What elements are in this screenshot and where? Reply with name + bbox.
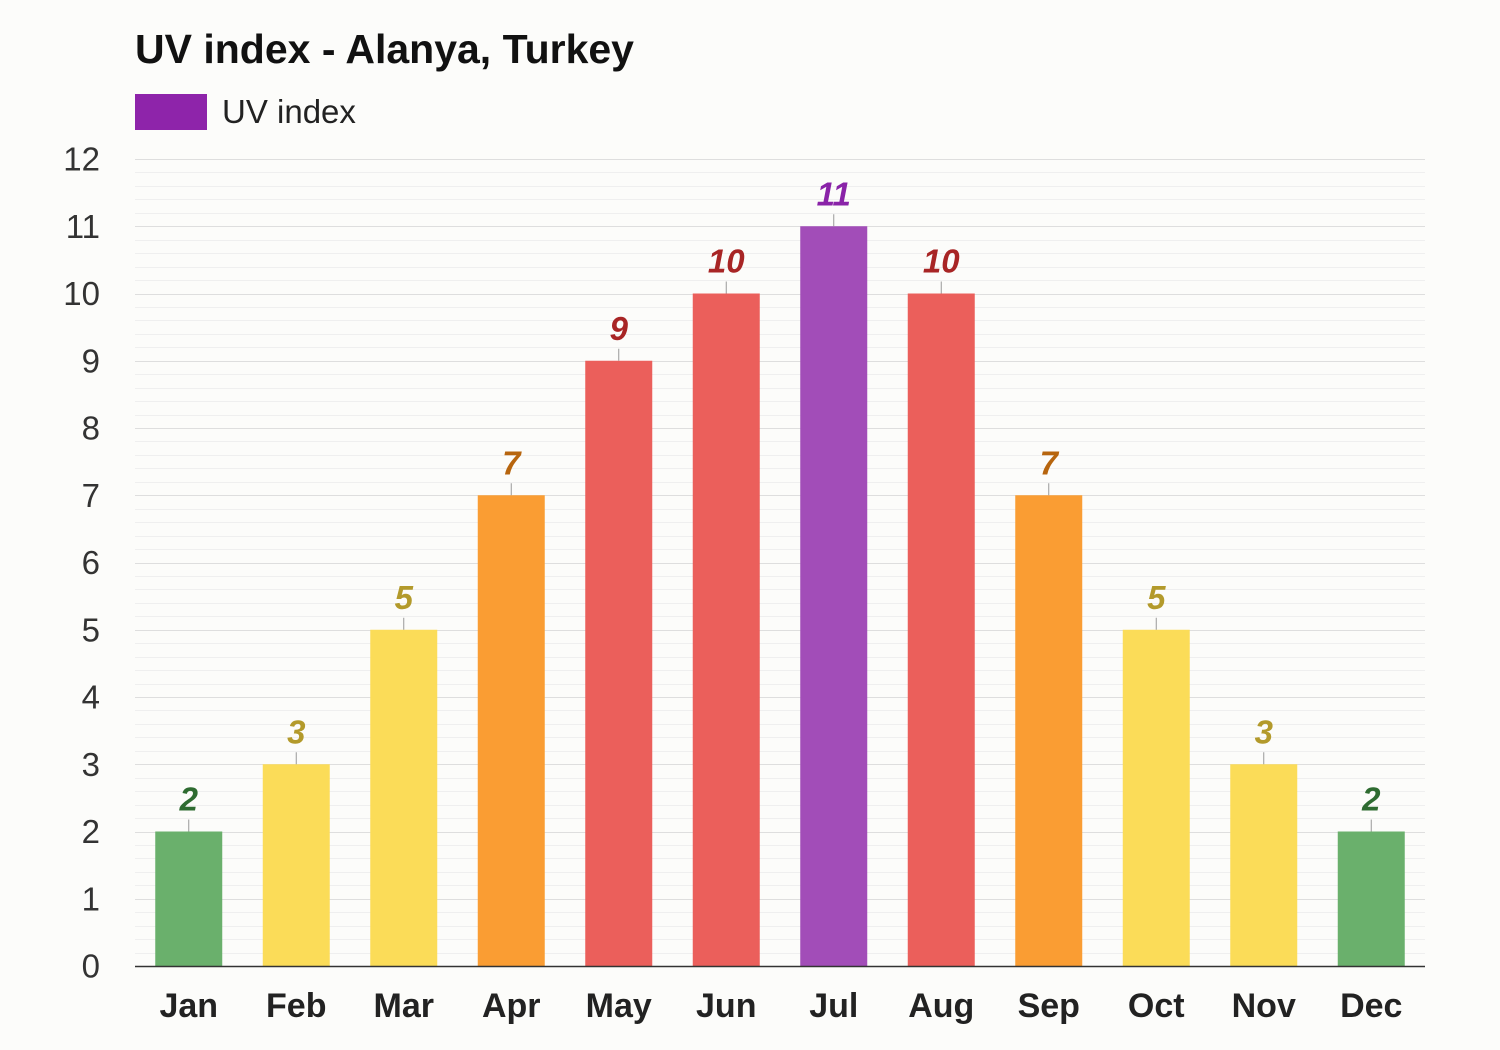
x-axis-ticks: Jan Feb Mar Apr May Jun Jul Aug Sep Oct Nov Dec: [159, 987, 1402, 1025]
x-tick-label: Oct: [1128, 987, 1185, 1025]
y-tick-label: 7: [82, 477, 100, 514]
legend: UV index: [135, 92, 356, 132]
y-tick-label: 0: [82, 948, 100, 985]
bar: [907, 293, 975, 966]
x-tick-label: Aug: [908, 987, 974, 1025]
x-tick-label: Jan: [159, 987, 218, 1025]
data-label: 7: [502, 444, 522, 481]
data-label: 2: [179, 781, 199, 818]
y-tick-label: 9: [82, 342, 100, 379]
y-tick-label: 12: [63, 141, 100, 178]
bar: [1337, 831, 1405, 966]
data-labels: 2 3 5 7 9 10 11 10 7 5 3 2: [179, 175, 1381, 832]
data-label: 2: [1361, 781, 1381, 818]
bar: [1230, 764, 1298, 966]
bar: [477, 495, 545, 966]
data-label: 7: [1040, 444, 1060, 481]
data-label: 5: [1147, 579, 1166, 616]
data-label: 5: [395, 579, 414, 616]
x-tick-label: Mar: [374, 987, 434, 1025]
bar: [262, 764, 330, 966]
y-tick-label: 10: [63, 275, 100, 312]
x-tick-label: Jun: [696, 987, 756, 1025]
legend-label: UV index: [222, 93, 356, 130]
legend-swatch: [135, 94, 207, 130]
data-label: 3: [287, 713, 305, 750]
x-tick-label: May: [586, 987, 652, 1025]
y-tick-label: 6: [82, 544, 100, 581]
data-label: 11: [817, 175, 851, 212]
bar: [692, 293, 760, 966]
bar: [155, 831, 223, 966]
bar: [585, 360, 653, 966]
x-tick-label: Sep: [1018, 987, 1080, 1025]
x-tick-label: Nov: [1232, 987, 1296, 1025]
x-tick-label: Jul: [809, 987, 858, 1025]
y-tick-label: 2: [82, 813, 100, 850]
y-tick-label: 3: [82, 746, 100, 783]
y-tick-label: 8: [82, 410, 100, 447]
chart-title: UV index - Alanya, Turkey: [135, 26, 634, 72]
y-tick-label: 4: [82, 679, 100, 716]
data-label: 10: [923, 243, 960, 280]
bar: [800, 226, 868, 966]
data-label: 9: [610, 310, 629, 347]
x-tick-label: Dec: [1340, 987, 1402, 1025]
y-tick-label: 5: [82, 611, 100, 648]
bar: [1122, 629, 1190, 966]
x-tick-label: Apr: [482, 987, 541, 1025]
bar: [370, 629, 438, 966]
bars: [155, 226, 1405, 966]
data-label: 3: [1255, 713, 1273, 750]
data-label: 10: [708, 243, 745, 280]
bar: [1015, 495, 1083, 966]
y-tick-label: 11: [66, 208, 100, 245]
x-tick-label: Feb: [266, 987, 326, 1025]
y-tick-label: 1: [82, 880, 100, 917]
gridlines: [135, 159, 1425, 954]
